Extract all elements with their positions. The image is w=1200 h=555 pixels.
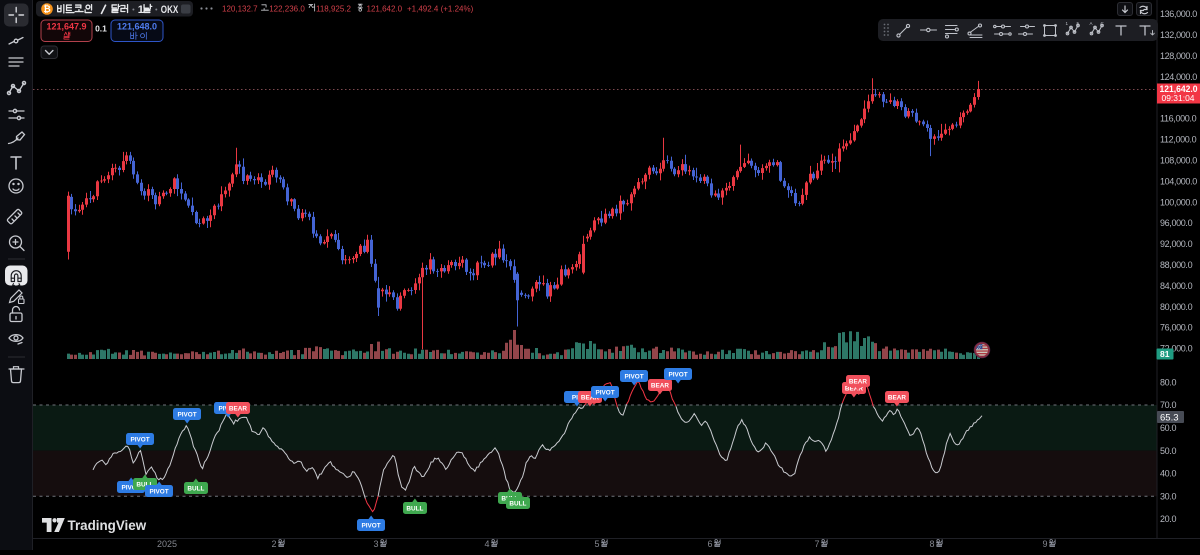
svg-text:BEAR: BEAR [888, 395, 906, 402]
svg-text:121,642.0: 121,642.0 [1160, 84, 1198, 95]
svg-text:PIVOT: PIVOT [122, 485, 141, 492]
svg-text:20.0: 20.0 [1160, 514, 1176, 524]
svg-text:BULL: BULL [509, 501, 526, 508]
svg-text:92,000.0: 92,000.0 [1160, 239, 1193, 249]
svg-text:8: 8 [929, 539, 934, 549]
svg-text:121,647.9: 121,647.9 [46, 22, 86, 32]
svg-text:1: 1 [1066, 21, 1069, 26]
svg-text:118,925.2: 118,925.2 [316, 4, 352, 13]
svg-text:BEAR: BEAR [849, 379, 867, 386]
svg-text:0.1: 0.1 [95, 24, 107, 34]
svg-text:3: 3 [373, 539, 378, 549]
svg-text:104,000.0: 104,000.0 [1160, 176, 1197, 186]
svg-text:+1,492.4 (+1.24%): +1,492.4 (+1.24%) [407, 4, 474, 13]
svg-text:88,000.0: 88,000.0 [1160, 260, 1193, 270]
svg-text:OKX: OKX [161, 4, 179, 16]
svg-text:9: 9 [1042, 539, 1047, 549]
svg-text:70.0: 70.0 [1160, 400, 1176, 410]
svg-text:BULL: BULL [187, 486, 204, 493]
svg-text:60.0: 60.0 [1160, 423, 1176, 433]
svg-text:100,000.0: 100,000.0 [1160, 197, 1197, 207]
svg-text:PIVOT: PIVOT [178, 412, 197, 419]
svg-text:122,236.0: 122,236.0 [269, 4, 305, 13]
svg-text:84,000.0: 84,000.0 [1160, 281, 1193, 291]
svg-text:BULL: BULL [406, 506, 423, 513]
svg-text:6: 6 [707, 539, 712, 549]
svg-text:40.0: 40.0 [1160, 469, 1176, 479]
svg-text:BULL: BULL [136, 482, 153, 489]
svg-text:TradingView: TradingView [68, 518, 147, 533]
svg-text:09:31:04: 09:31:04 [1162, 93, 1195, 103]
svg-text:PIVOT: PIVOT [669, 372, 688, 379]
svg-text:BEAR: BEAR [229, 406, 247, 413]
svg-text:C: C [1101, 21, 1105, 26]
svg-text:BEAR: BEAR [581, 395, 599, 402]
svg-text:1: 1 [138, 4, 144, 16]
svg-text:132,000.0: 132,000.0 [1160, 30, 1197, 40]
svg-text:5: 5 [1077, 21, 1080, 26]
svg-text:96,000.0: 96,000.0 [1160, 218, 1193, 228]
svg-text:108,000.0: 108,000.0 [1160, 156, 1197, 166]
svg-text:PIV: PIV [572, 395, 583, 402]
svg-text:PIVOT: PIVOT [362, 523, 381, 530]
svg-text:7: 7 [814, 539, 819, 549]
svg-text:5: 5 [594, 539, 599, 549]
svg-text:BEAR: BEAR [651, 383, 669, 390]
svg-text:112,000.0: 112,000.0 [1160, 135, 1197, 145]
svg-text:A: A [1090, 21, 1093, 26]
svg-text:116,000.0: 116,000.0 [1160, 114, 1197, 124]
svg-text:PIVOT: PIVOT [596, 390, 615, 397]
svg-text:4: 4 [484, 539, 489, 549]
svg-text:128,000.0: 128,000.0 [1160, 51, 1197, 61]
svg-text:BEAR: BEAR [845, 386, 863, 393]
svg-text:121,642.0: 121,642.0 [367, 4, 403, 13]
svg-text:72,000.0: 72,000.0 [1160, 344, 1193, 354]
svg-text:80.0: 80.0 [1160, 377, 1176, 387]
svg-text:2: 2 [271, 539, 276, 549]
svg-text:₿: ₿ [43, 4, 50, 14]
svg-text:81: 81 [1160, 349, 1170, 359]
svg-text:124,000.0: 124,000.0 [1160, 72, 1197, 82]
svg-text:PIVOT: PIVOT [150, 489, 169, 496]
svg-text:136,000.0: 136,000.0 [1160, 9, 1197, 19]
svg-text:2025: 2025 [157, 539, 177, 549]
svg-text:80,000.0: 80,000.0 [1160, 302, 1193, 312]
svg-text:PIVOT: PIVOT [131, 437, 150, 444]
svg-text:121,648.0: 121,648.0 [117, 22, 157, 32]
svg-text:30.0: 30.0 [1160, 491, 1176, 501]
svg-text:PIVOT: PIVOT [625, 374, 644, 381]
svg-text:50.0: 50.0 [1160, 446, 1176, 456]
svg-text:120,132.7: 120,132.7 [222, 4, 258, 13]
svg-text:76,000.0: 76,000.0 [1160, 323, 1193, 333]
svg-text:65.3: 65.3 [1160, 412, 1179, 423]
